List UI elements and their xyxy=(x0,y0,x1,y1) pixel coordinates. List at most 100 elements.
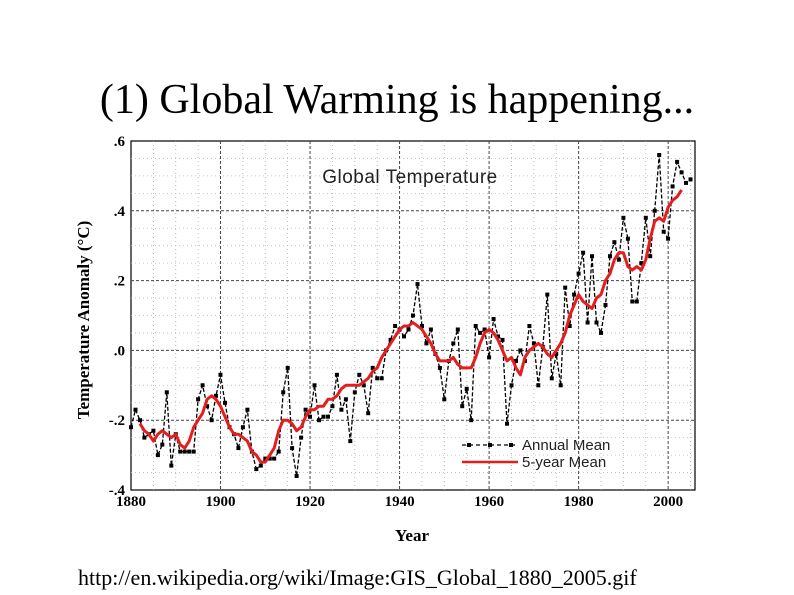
gridlines xyxy=(131,141,695,490)
annual-mean-point xyxy=(303,407,308,412)
slide-title: (1) Global Warming is happening... xyxy=(99,77,695,123)
annual-mean-point xyxy=(581,250,586,255)
legend-5-year-mean-label: 5-year Mean xyxy=(522,454,606,471)
annual-mean-point xyxy=(388,337,393,342)
annual-mean-point xyxy=(330,404,335,409)
annual-mean-point xyxy=(487,355,492,360)
annual-mean-point xyxy=(129,425,133,430)
annual-mean-point xyxy=(339,407,344,412)
annual-mean-point xyxy=(473,324,478,328)
five-year-mean-line xyxy=(138,189,683,464)
legend: Annual Mean 5-year Mean xyxy=(462,437,610,471)
annual-mean-point xyxy=(464,386,469,391)
annual-mean-point xyxy=(160,442,165,447)
annual-mean-point xyxy=(209,418,214,423)
x-tick-label: 1880 xyxy=(116,494,146,510)
annual-mean-point xyxy=(576,271,581,276)
annual-mean-point xyxy=(599,330,603,335)
annual-mean-point xyxy=(254,467,259,472)
annual-mean-point xyxy=(411,313,415,318)
annual-mean-point xyxy=(312,383,317,388)
annual-mean-point xyxy=(317,418,321,423)
annual-mean-point xyxy=(357,372,362,377)
annual-mean-point xyxy=(415,282,420,287)
annual-mean-point xyxy=(684,180,688,185)
y-tick-label: .2 xyxy=(114,274,125,290)
annual-mean-point xyxy=(505,421,509,426)
annual-mean-point xyxy=(491,317,496,321)
annual-mean-point xyxy=(603,303,608,307)
annual-mean-point xyxy=(138,418,142,423)
annual-mean-point xyxy=(267,456,272,461)
annual-mean-point xyxy=(420,324,424,328)
annual-mean-point xyxy=(590,254,594,259)
annual-mean-point xyxy=(527,324,532,328)
annual-mean-point xyxy=(133,407,138,412)
y-tick-label: -.2 xyxy=(109,413,125,429)
annual-mean-point xyxy=(321,414,326,419)
y-tick-label: -.4 xyxy=(109,483,126,499)
annual-mean-point xyxy=(343,397,348,402)
annual-mean-point xyxy=(478,330,483,335)
annual-mean-point xyxy=(616,257,621,262)
y-axis-title: Temperature Anomaly (°C) xyxy=(74,221,93,420)
annual-mean-point xyxy=(634,299,639,304)
annual-mean-point xyxy=(169,463,174,468)
annual-mean-point xyxy=(308,414,312,419)
annual-mean-point xyxy=(666,236,671,241)
annual-mean-point xyxy=(531,341,536,346)
annual-mean-point xyxy=(294,474,299,478)
annual-mean-point xyxy=(657,153,662,157)
annual-mean-point xyxy=(500,337,505,342)
annual-mean-point xyxy=(205,404,210,409)
annual-mean-point xyxy=(245,407,250,412)
annual-mean-point xyxy=(585,320,590,325)
annual-mean-point xyxy=(236,446,241,451)
annual-mean-point xyxy=(200,383,205,388)
annual-mean-point xyxy=(272,456,277,461)
annual-mean-point xyxy=(406,327,411,332)
annual-mean-point xyxy=(196,397,201,402)
annual-mean-point xyxy=(258,463,263,468)
annual-mean-point xyxy=(688,177,693,182)
annual-mean-point xyxy=(142,435,147,440)
annual-mean-point xyxy=(214,393,218,398)
annual-mean-point xyxy=(276,449,281,454)
annual-mean-point xyxy=(164,390,169,395)
annual-mean-point xyxy=(379,376,384,381)
x-tick-label: 1920 xyxy=(295,494,325,510)
y-tick-label: .0 xyxy=(114,343,125,359)
annual-mean-point xyxy=(326,414,330,419)
tick-labels: 1880 1900 1920 1940 1960 1980 2000 -.4 -.2 .0 .2 .4… xyxy=(109,134,683,510)
annual-mean-point xyxy=(563,285,568,290)
annual-mean-point xyxy=(679,170,684,175)
annual-mean-point xyxy=(352,390,357,395)
annual-mean-point xyxy=(460,404,465,409)
annual-mean-point xyxy=(402,334,406,339)
annual-mean-point xyxy=(496,334,500,339)
annual-mean-point xyxy=(572,292,577,297)
x-tick-label: 2000 xyxy=(653,494,683,510)
annual-mean-point xyxy=(299,435,304,440)
annual-mean-point xyxy=(178,449,183,454)
annual-mean-point xyxy=(437,365,442,370)
annual-mean-point xyxy=(182,449,187,454)
annual-mean-point xyxy=(455,327,460,332)
annual-mean-point xyxy=(370,365,375,370)
annual-mean-point xyxy=(612,240,617,245)
annual-mean-point xyxy=(366,411,371,416)
annual-mean-point xyxy=(630,299,635,304)
annual-mean-point xyxy=(482,327,487,332)
annual-mean-point xyxy=(451,341,456,346)
annual-mean-point xyxy=(151,428,156,433)
y-tick-label: .6 xyxy=(114,134,126,150)
annual-mean-point xyxy=(469,418,474,423)
x-tick-label: 1960 xyxy=(474,494,504,510)
annual-mean-point xyxy=(509,383,514,388)
x-axis-title: Year xyxy=(395,526,429,545)
annual-mean-point xyxy=(648,254,653,259)
annual-mean-point xyxy=(661,229,666,234)
annual-mean-point xyxy=(514,358,518,363)
annual-mean-point xyxy=(393,324,398,328)
annual-mean-point xyxy=(608,254,612,259)
